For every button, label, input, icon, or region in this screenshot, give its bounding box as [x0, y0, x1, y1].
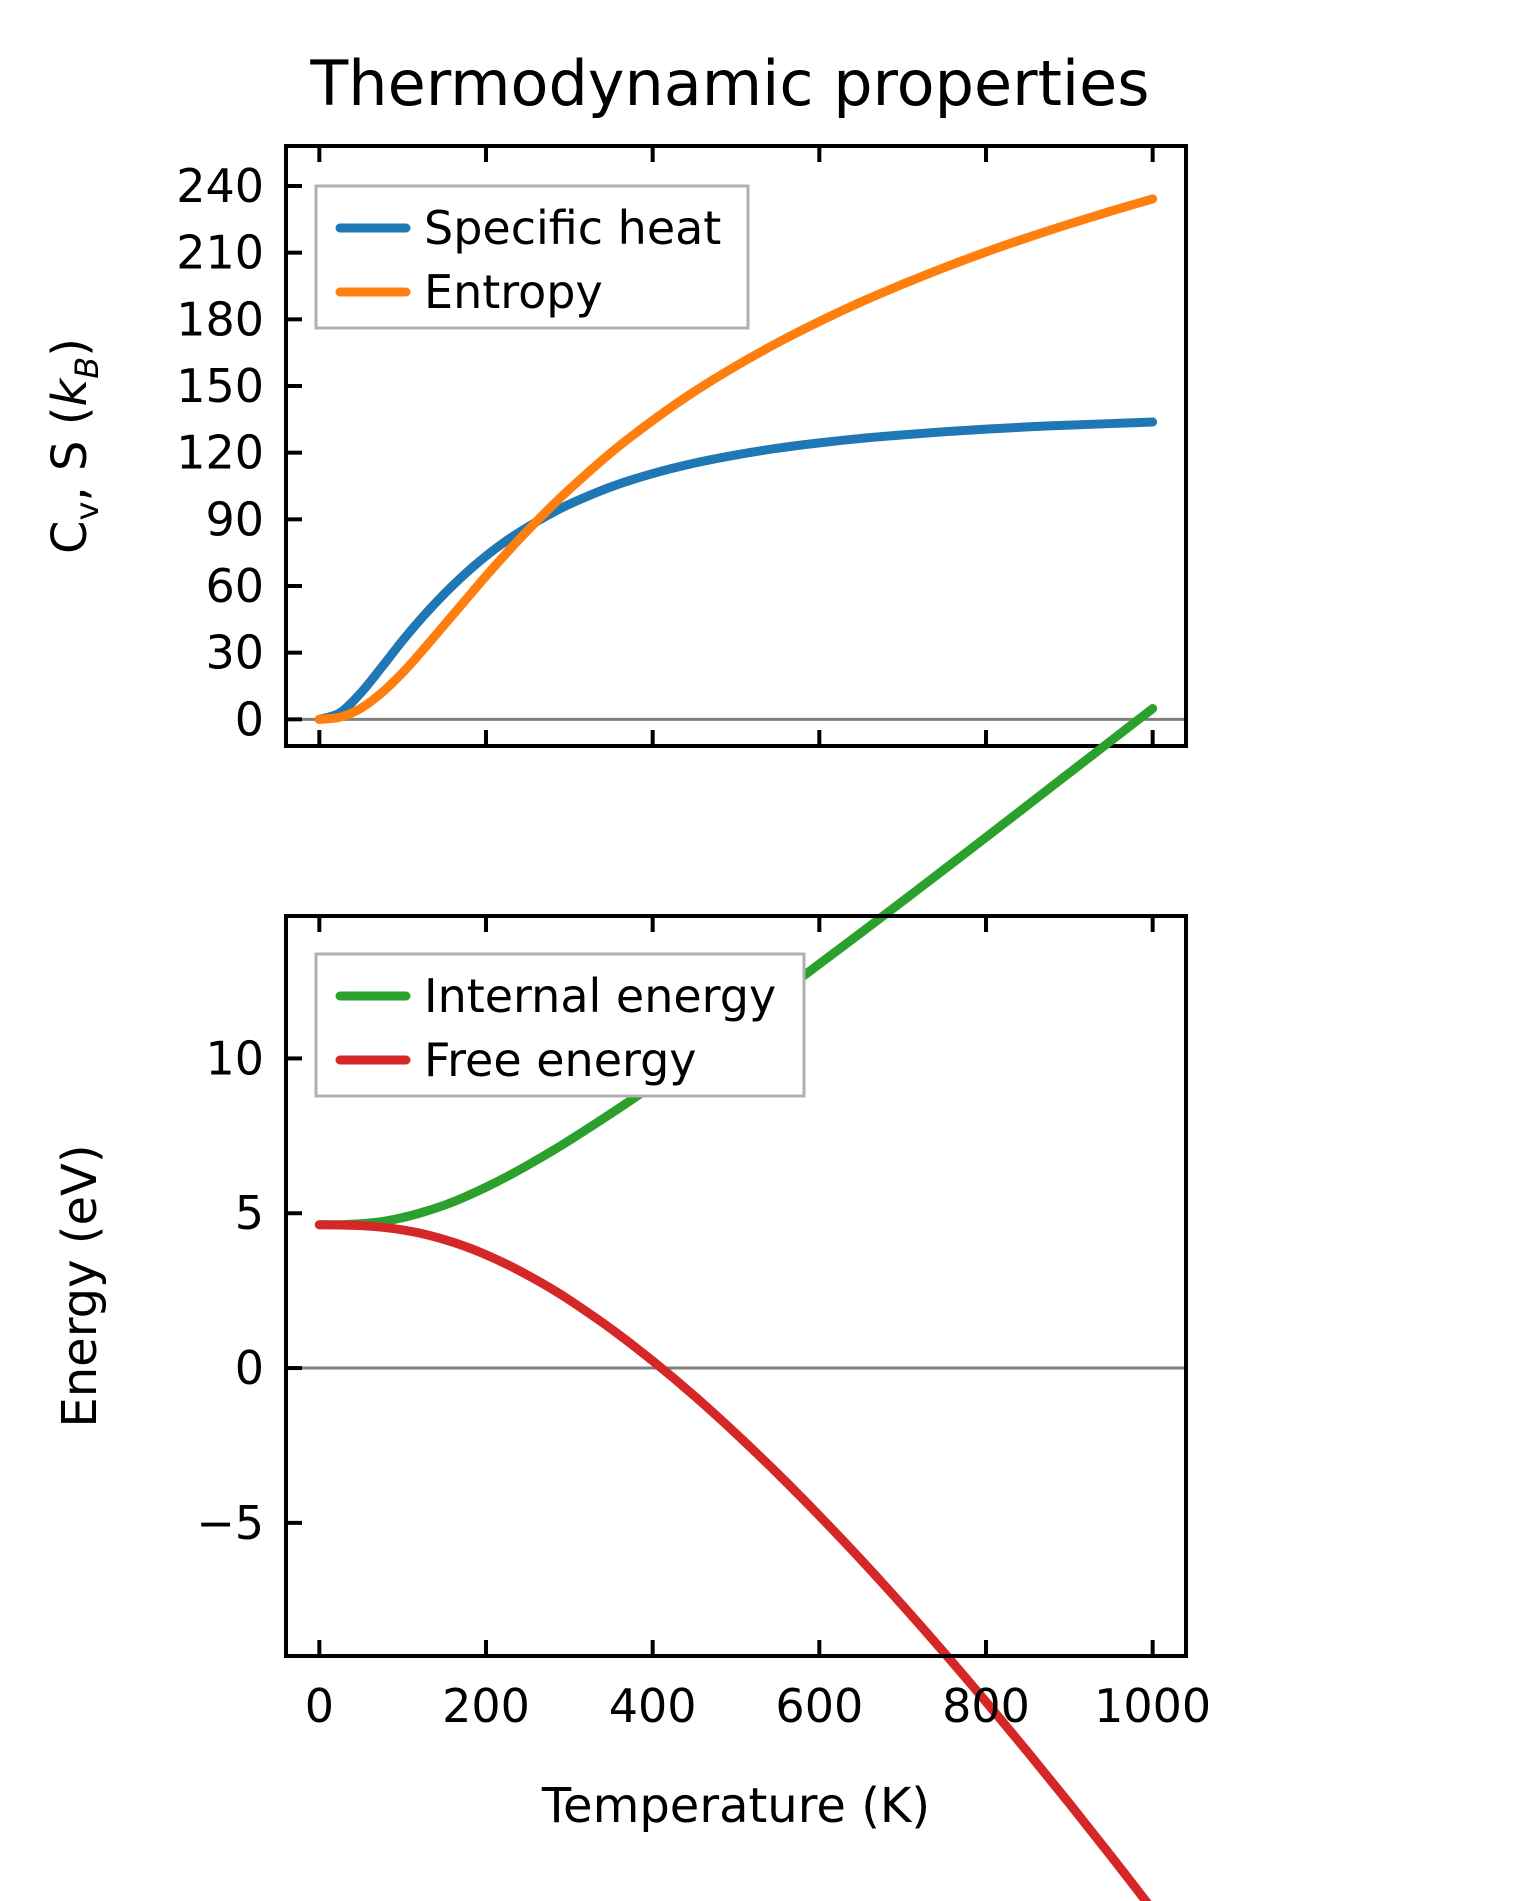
bottom-y-axis-label: Energy (eV): [52, 1144, 108, 1427]
panel-top: 0 30 60 90 120 150 180 210 240 Cv, S (kB) Specif…: [42, 144, 1188, 748]
x-axis-label: Temperature (K): [541, 1778, 930, 1834]
bottom-legend: Internal energy Free energy: [314, 952, 806, 1098]
top-legend-label-specific-heat: Specific heat: [424, 201, 721, 255]
panel-bottom: −5 0 5 10 0 200 400 600 800 1000 Energy (eV) Int…: [52, 704, 1212, 1901]
x-tick-label: 200: [442, 1679, 530, 1733]
top-y-axis-label: Cv, S (kB): [42, 338, 106, 554]
top-y-tick-labels: 0 30 60 90 120 150 180 210 240: [176, 159, 264, 746]
figure-title: Thermodynamic properties: [309, 47, 1149, 120]
x-tick-label: 400: [609, 1679, 697, 1733]
x-tick-label: 800: [942, 1679, 1030, 1733]
y-tick-label: 30: [205, 626, 264, 680]
series-line-entropy: [314, 194, 1158, 724]
y-tick-label: 5: [235, 1186, 264, 1240]
top-legend-box: [314, 184, 750, 330]
y-tick-label: 240: [176, 159, 264, 213]
bottom-legend-box: [314, 952, 806, 1098]
bottom-legend-label-free-energy: Free energy: [424, 1033, 697, 1087]
y-tick-label: 210: [176, 226, 264, 280]
top-axes-frame: [284, 144, 1188, 748]
y-tick-label: 150: [176, 359, 264, 413]
y-tick-label: 180: [176, 292, 264, 346]
bottom-legend-label-internal-energy: Internal energy: [424, 969, 776, 1023]
bottom-series-group: [314, 704, 1158, 1901]
x-tick-label: 1000: [1094, 1679, 1211, 1733]
x-tick-label: 600: [775, 1679, 863, 1733]
series-line-free-energy: [314, 1220, 1152, 1901]
top-series-group: [314, 194, 1158, 724]
y-tick-label: 0: [235, 1341, 264, 1395]
top-legend-label-entropy: Entropy: [424, 265, 603, 319]
y-tick-label: 120: [176, 426, 264, 480]
series-line-specific-heat: [314, 417, 1158, 724]
y-tick-label: 60: [205, 559, 264, 613]
top-tick-marks: [286, 146, 1155, 746]
bottom-tick-marks: [286, 916, 1155, 1656]
y-tick-label: 10: [205, 1031, 264, 1085]
series-line-internal-energy: [314, 704, 1158, 1230]
y-tick-label: −5: [196, 1496, 264, 1550]
top-legend: Specific heat Entropy: [314, 184, 750, 330]
bottom-y-tick-labels: −5 0 5 10: [196, 1031, 264, 1549]
y-tick-label: 90: [205, 492, 264, 546]
y-tick-label: 0: [235, 692, 264, 746]
bottom-x-tick-labels: 0 200 400 600 800 1000: [305, 1679, 1212, 1733]
bottom-axes-frame: [284, 914, 1188, 1658]
x-tick-label: 0: [305, 1679, 334, 1733]
